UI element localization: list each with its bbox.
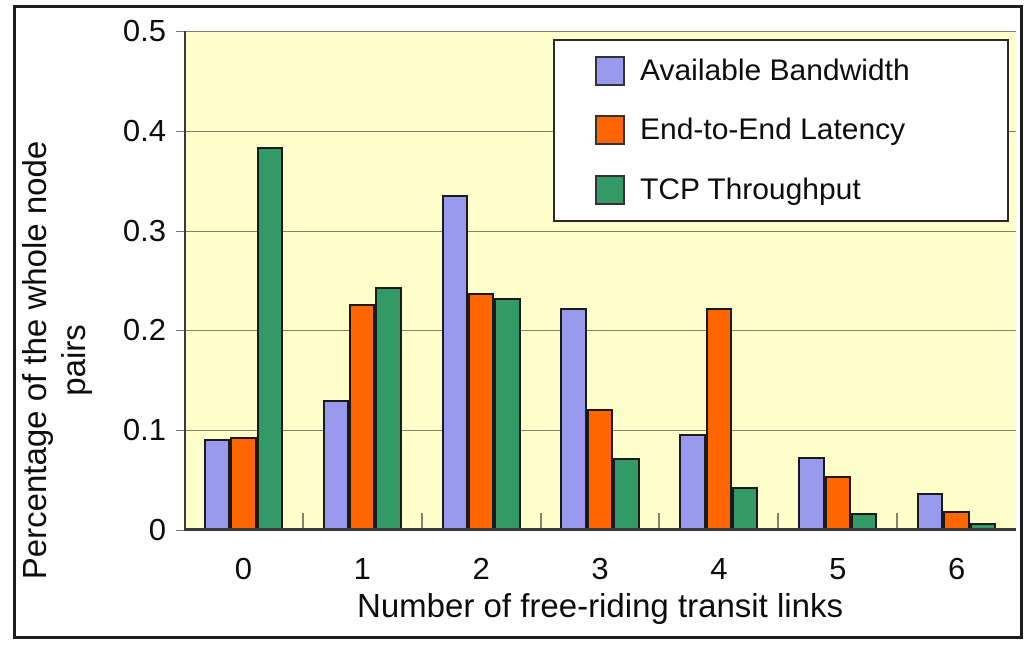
legend-swatch-tcp-throughput (595, 175, 625, 206)
y-tick (176, 430, 184, 432)
legend-item: TCP Throughput (555, 173, 1007, 207)
bar-tcp-throughput (494, 298, 521, 530)
bar-available-bandwidth (203, 439, 231, 530)
x-tick-label: 1 (353, 551, 371, 586)
category-tick (777, 513, 780, 530)
legend-label: End-to-End Latency (640, 113, 906, 147)
gridline (184, 230, 1016, 232)
legend-swatch-end-to-end-latency (595, 115, 625, 146)
legend-item: End-to-End Latency (555, 113, 1007, 147)
y-tick (176, 230, 184, 232)
x-tick-label: 3 (591, 551, 609, 586)
y-axis-line (184, 31, 186, 531)
bar-end-to-end-latency (349, 304, 376, 530)
figure-frame (13, 5, 1023, 639)
category-tick (301, 513, 304, 530)
bar-available-bandwidth (560, 308, 587, 530)
y-tick-label: 0.1 (122, 412, 166, 448)
y-tick-label: 0 (148, 512, 166, 547)
y-axis-title: Percentage of the whole node pairs (15, 80, 95, 640)
bar-available-bandwidth (679, 434, 706, 530)
x-tick-labels: 0 1 2 3 4 5 6 (184, 551, 1016, 587)
x-tick-label: 0 (234, 551, 253, 586)
x-tick-label: 4 (710, 551, 728, 586)
bar-tcp-throughput (850, 513, 878, 530)
y-tick-label: 0.4 (122, 112, 166, 148)
bar-available-bandwidth (916, 493, 944, 530)
x-tick-label: 5 (829, 551, 847, 586)
x-axis-title: Number of free-riding transit links (356, 587, 843, 624)
y-tick (176, 31, 184, 32)
bar-end-to-end-latency (943, 511, 970, 530)
y-tick-label: 0.2 (122, 312, 166, 348)
legend: Available Bandwidth End-to-End Latency TCP… (553, 39, 1009, 222)
category-tick (420, 513, 423, 530)
y-axis-title-line1: Percentage of the whole node (16, 140, 53, 580)
bar-tcp-throughput (375, 286, 402, 530)
y-tick (176, 130, 184, 132)
category-tick (539, 513, 542, 530)
x-axis-line (184, 528, 1016, 531)
legend-swatch-available-bandwidth (595, 55, 625, 86)
y-tick-label: 0.5 (122, 13, 166, 48)
y-tick-label: 0.3 (122, 212, 166, 248)
y-tick (176, 530, 184, 531)
gridline (184, 330, 1016, 332)
x-tick-label: 2 (472, 551, 490, 586)
y-tick (176, 330, 184, 332)
bar-available-bandwidth (441, 194, 468, 530)
legend-label: Available Bandwidth (640, 53, 910, 87)
category-tick (658, 513, 661, 530)
bar-tcp-throughput (732, 487, 759, 530)
legend-item: Available Bandwidth (555, 54, 1007, 87)
bar-end-to-end-latency (586, 409, 614, 530)
bar-end-to-end-latency (230, 437, 257, 530)
bar-end-to-end-latency (467, 293, 495, 530)
category-tick (896, 513, 899, 530)
legend-label: TCP Throughput (640, 173, 861, 207)
bar-end-to-end-latency (705, 308, 733, 530)
bar-tcp-throughput (613, 458, 640, 530)
x-tick-label: 6 (947, 551, 966, 586)
y-axis-title-line2: pairs (55, 324, 92, 396)
bar-available-bandwidth (322, 400, 350, 530)
bar-tcp-throughput (256, 146, 284, 530)
bar-available-bandwidth (798, 457, 825, 530)
bar-tcp-throughput (969, 523, 997, 530)
gridline (184, 31, 1016, 32)
bar-end-to-end-latency (824, 476, 851, 530)
